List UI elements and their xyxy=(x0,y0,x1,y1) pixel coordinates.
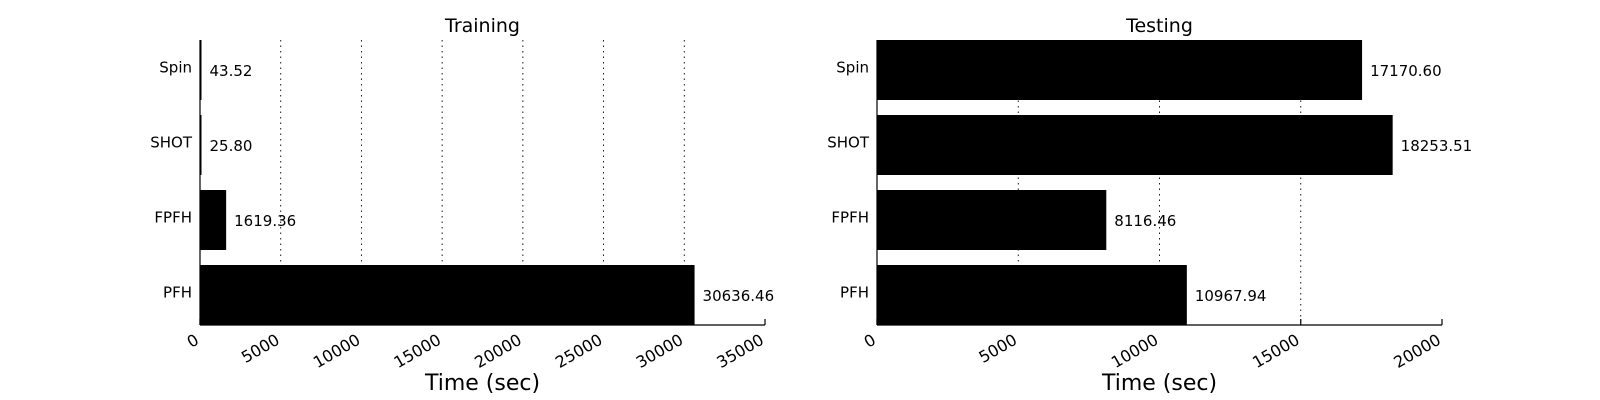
testing-bar-spin xyxy=(877,40,1363,100)
testing-panel: 0 5000 10000 15000 20000 Spin SHOT FPFH PFH 17170… xyxy=(827,15,1472,396)
testing-x-tick-label: 5000 xyxy=(975,330,1020,367)
testing-x-tick-label: 10000 xyxy=(1108,330,1162,372)
testing-bar-fpfh xyxy=(877,190,1107,250)
testing-value-label: 10967.94 xyxy=(1195,287,1267,305)
training-value-label: 1619.36 xyxy=(234,212,296,230)
training-category-label: Spin xyxy=(159,59,192,77)
training-value-label: 25.80 xyxy=(210,137,253,155)
testing-x-tick-label: 0 xyxy=(861,330,879,352)
training-x-tick-label: 35000 xyxy=(713,330,767,372)
training-category-label: SHOT xyxy=(150,134,193,152)
testing-bar-shot xyxy=(877,115,1393,175)
training-x-tick-label: 25000 xyxy=(552,330,606,372)
testing-category-label: SHOT xyxy=(827,134,870,152)
testing-value-label: 18253.51 xyxy=(1401,137,1473,155)
training-title: Training xyxy=(444,15,520,37)
testing-category-label: Spin xyxy=(836,59,869,77)
training-panel: 0 5000 10000 15000 20000 25000 30000 35000 Spin S… xyxy=(150,15,774,396)
training-value-label: 43.52 xyxy=(210,62,253,80)
testing-category-label: FPFH xyxy=(831,209,869,227)
training-x-tick-label: 30000 xyxy=(633,330,687,372)
training-x-tick-label: 5000 xyxy=(238,330,283,367)
testing-title: Testing xyxy=(1125,15,1193,37)
training-x-tick-label: 15000 xyxy=(391,330,445,372)
testing-x-tick-label: 15000 xyxy=(1249,330,1303,372)
testing-value-label: 17170.60 xyxy=(1370,62,1442,80)
training-bar-shot xyxy=(200,115,202,175)
training-bar-pfh xyxy=(200,265,695,325)
training-x-tick-label: 0 xyxy=(184,330,202,352)
training-bar-spin xyxy=(200,40,202,100)
training-category-label: FPFH xyxy=(154,209,192,227)
testing-x-axis-label: Time (sec) xyxy=(1101,371,1217,396)
training-x-axis-label: Time (sec) xyxy=(424,371,540,396)
testing-bar-pfh xyxy=(877,265,1187,325)
testing-category-label: PFH xyxy=(840,284,869,302)
training-bar-fpfh xyxy=(200,190,227,250)
training-value-label: 30636.46 xyxy=(703,287,775,305)
testing-x-tick-label: 20000 xyxy=(1390,330,1444,372)
training-x-tick-label: 10000 xyxy=(310,330,364,372)
testing-value-label: 8116.46 xyxy=(1114,212,1176,230)
training-x-tick-label: 20000 xyxy=(471,330,525,372)
training-category-label: PFH xyxy=(163,284,192,302)
